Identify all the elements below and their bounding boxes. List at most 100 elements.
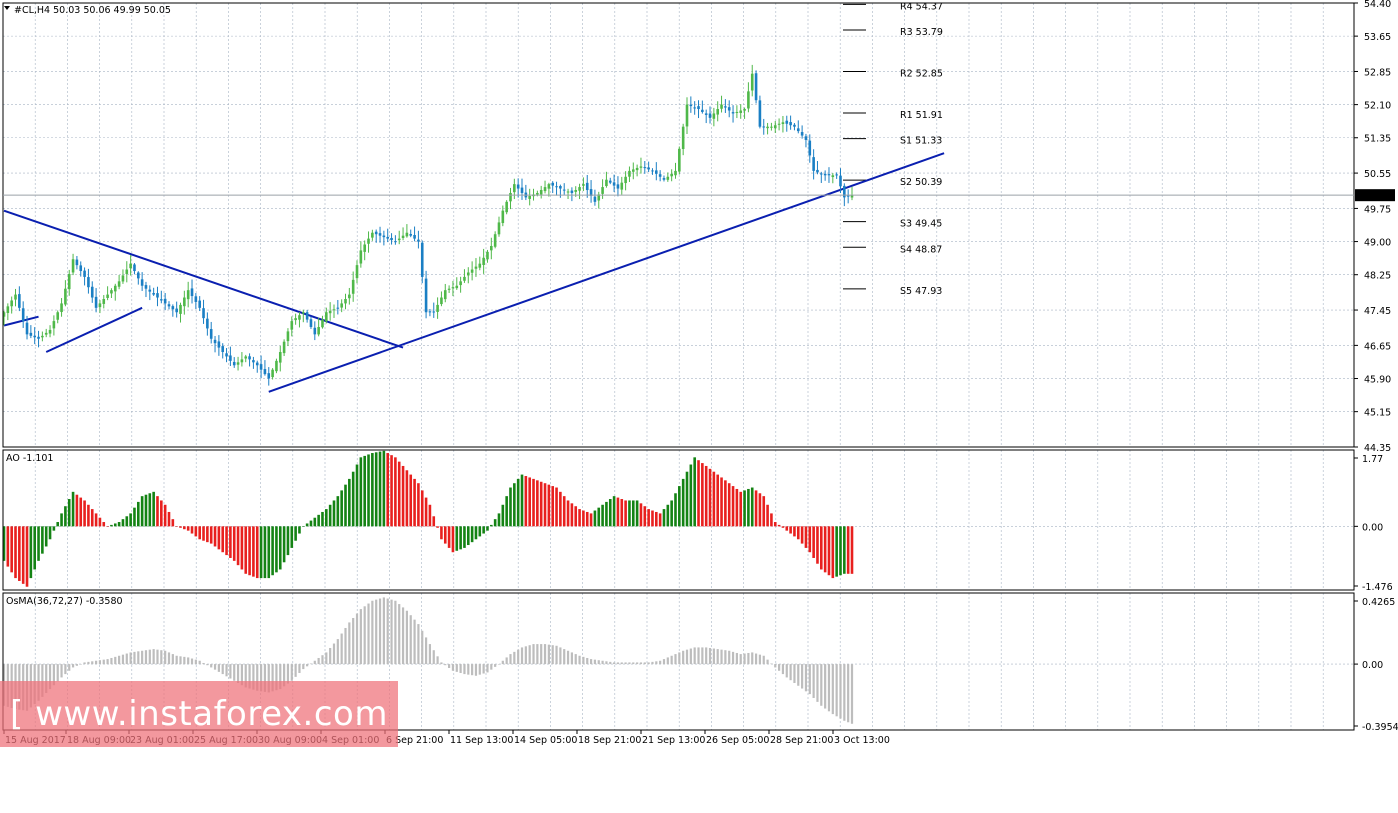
candle-body bbox=[635, 167, 639, 171]
candle-body bbox=[263, 369, 267, 375]
osma-bar bbox=[593, 659, 597, 665]
osma-bar bbox=[129, 652, 132, 665]
ao-bar bbox=[83, 500, 86, 527]
ao-bar bbox=[612, 496, 616, 527]
candle-body bbox=[229, 355, 232, 361]
candle-body bbox=[605, 179, 608, 187]
ao-bar bbox=[267, 526, 271, 579]
y-tick-label: 44.35 bbox=[1364, 443, 1391, 454]
candle-body bbox=[328, 310, 332, 314]
osma-bar bbox=[60, 664, 63, 678]
ao-bar bbox=[766, 504, 769, 527]
ao-bar bbox=[551, 486, 555, 527]
osma-bar bbox=[179, 656, 182, 665]
osma-bar bbox=[685, 649, 689, 665]
candle-body bbox=[789, 122, 792, 126]
osma-bar bbox=[467, 664, 470, 675]
ao-bar bbox=[800, 526, 804, 544]
ao-bar bbox=[87, 504, 90, 527]
candle-body bbox=[102, 299, 106, 304]
candle-body bbox=[98, 303, 102, 308]
candle-body bbox=[374, 231, 378, 235]
candle-body bbox=[6, 306, 10, 313]
dropdown-triangle-icon[interactable] bbox=[4, 6, 10, 10]
candle-body bbox=[386, 236, 390, 239]
ao-bar bbox=[328, 504, 332, 527]
y-tick-label: 45.15 bbox=[1364, 408, 1391, 419]
osma-bar bbox=[283, 664, 286, 687]
ao-bar bbox=[670, 500, 673, 527]
osma-bar bbox=[390, 599, 393, 665]
candle-body bbox=[689, 104, 693, 107]
ao-bar bbox=[655, 511, 658, 527]
candle-body bbox=[762, 126, 766, 128]
candle-body bbox=[631, 169, 635, 172]
candle-body bbox=[601, 187, 604, 194]
ao-bar bbox=[474, 526, 478, 540]
ao-bar bbox=[340, 490, 343, 527]
ao-bar bbox=[378, 451, 382, 527]
candle-body bbox=[156, 293, 159, 298]
y-tick-label: 52.10 bbox=[1364, 101, 1391, 112]
ao-bar bbox=[221, 526, 225, 553]
ao-bar bbox=[620, 499, 624, 527]
osma-bar bbox=[459, 664, 462, 673]
pivot-label: S1 51.33 bbox=[900, 136, 942, 147]
candle-body bbox=[628, 170, 631, 177]
candle-body bbox=[94, 296, 98, 308]
candle-body bbox=[348, 294, 351, 299]
trendline bbox=[268, 152, 945, 393]
osma-bar bbox=[340, 633, 343, 665]
y-tick-label: 46.65 bbox=[1364, 341, 1391, 352]
osma-bar bbox=[371, 600, 374, 665]
ao-bar bbox=[52, 526, 56, 531]
osma-bar bbox=[144, 650, 148, 665]
candle-body bbox=[773, 125, 777, 129]
candle-body bbox=[597, 194, 601, 201]
osma-bar bbox=[666, 657, 669, 665]
candle-body bbox=[612, 182, 616, 186]
ao-bar bbox=[820, 526, 823, 570]
osma-bar bbox=[79, 664, 82, 665]
osma-bar bbox=[612, 662, 616, 665]
candle-body bbox=[378, 233, 382, 236]
candle-body bbox=[724, 106, 727, 108]
candle-body bbox=[202, 308, 205, 319]
candle-body bbox=[148, 289, 152, 292]
ao-bar bbox=[179, 526, 182, 528]
ao-bar bbox=[804, 526, 808, 548]
osma-bar bbox=[348, 622, 351, 665]
ao-bar bbox=[60, 513, 63, 527]
osma-bar bbox=[378, 598, 382, 665]
candle-body bbox=[367, 238, 370, 244]
ao-bar bbox=[566, 500, 570, 527]
candles bbox=[2, 64, 854, 386]
watermark-text[interactable]: [ www.instaforex.com ] bbox=[10, 694, 388, 800]
ao-bar bbox=[789, 526, 792, 534]
candle-body bbox=[662, 178, 666, 180]
candle-body bbox=[624, 176, 627, 184]
ao-bar bbox=[597, 507, 601, 527]
ao-bar bbox=[41, 526, 44, 554]
osma-bar bbox=[252, 664, 255, 690]
ao-bar bbox=[697, 460, 700, 527]
ao-bar bbox=[616, 497, 620, 527]
osma-bar bbox=[244, 664, 247, 688]
ao-bar bbox=[440, 526, 443, 540]
ao-bar bbox=[202, 526, 205, 541]
ao-bar bbox=[497, 513, 501, 527]
osma-bar bbox=[824, 664, 827, 709]
osma-bar bbox=[662, 659, 666, 665]
osma-bar bbox=[344, 627, 347, 665]
ao-bar bbox=[704, 465, 708, 527]
y-tick-label: 1.77 bbox=[1362, 454, 1383, 465]
ao-bar bbox=[582, 510, 585, 527]
candle-body bbox=[770, 126, 773, 128]
candle-body bbox=[60, 303, 63, 313]
osma-bar bbox=[547, 644, 550, 665]
osma-bar bbox=[141, 650, 144, 665]
osma-bar bbox=[528, 645, 531, 665]
osma-bar bbox=[302, 664, 305, 670]
candle-body bbox=[509, 192, 512, 202]
ao-bar bbox=[374, 452, 378, 527]
